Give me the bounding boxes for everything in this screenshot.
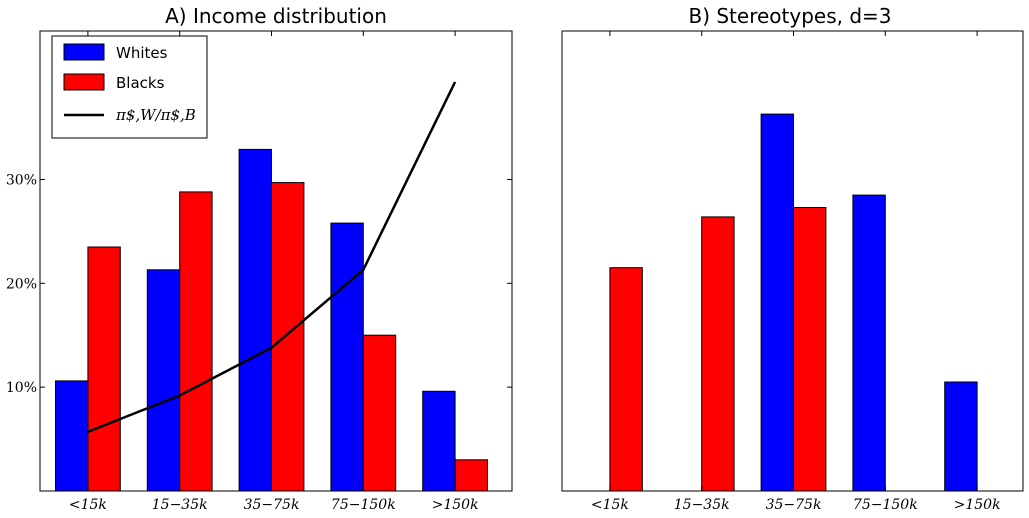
x-tick-label: <15k xyxy=(591,497,629,513)
bar-whites-2 xyxy=(760,113,794,492)
bar-whites-1 xyxy=(146,269,181,492)
bar-blacks-2 xyxy=(271,182,305,492)
bar-blacks-4 xyxy=(454,459,489,492)
x-tick-labels: <15k 15−35k 35−75k 75−150k >150k xyxy=(591,497,1001,513)
chart-title: B) Stereotypes, d=3 xyxy=(688,4,891,28)
bar-whites-2 xyxy=(238,148,273,492)
bar-whites-3 xyxy=(330,222,364,492)
x-tick-label: >150k xyxy=(954,497,1001,513)
bar-blacks-2 xyxy=(793,207,827,492)
bar-blacks-1 xyxy=(701,216,735,492)
bar-whites-4 xyxy=(944,381,978,492)
panel-income-distribution: A) Income distribution <15k 15−35k 35−75k 7… xyxy=(6,4,513,513)
chart-title: A) Income distribution xyxy=(165,4,387,28)
y-tick-label: 10% xyxy=(6,380,37,396)
bar-whites-4 xyxy=(422,390,456,492)
bars-group xyxy=(55,148,489,492)
bar-blacks-0 xyxy=(609,267,643,492)
ratio-line xyxy=(87,81,457,433)
axis-ticks xyxy=(40,31,512,491)
x-tick-label: >150k xyxy=(432,497,479,513)
plot-frame xyxy=(561,30,1024,492)
axis-ticks xyxy=(609,31,978,491)
bar-whites-3 xyxy=(852,194,886,492)
legend-swatch-whites xyxy=(63,43,105,61)
x-tick-label: 35−75k xyxy=(766,497,822,513)
plot-frame xyxy=(39,30,513,492)
y-tick-labels: 10% 20% 30% xyxy=(6,172,37,396)
legend-swatch-blacks xyxy=(63,73,105,91)
x-tick-label: 75−150k xyxy=(331,497,396,513)
x-tick-label: 75−150k xyxy=(853,497,918,513)
legend: Whites Blacks π$,W/π$,B xyxy=(51,35,208,139)
y-tick-label: 20% xyxy=(6,276,37,292)
x-tick-label: 15−35k xyxy=(152,497,208,513)
panel-stereotypes: B) Stereotypes, d=3 <15k 15−35k 35−75k 75−1… xyxy=(561,4,1024,513)
legend-label-ratio: π$,W/π$,B xyxy=(115,106,196,124)
bars-group xyxy=(609,113,978,492)
bar-whites-0 xyxy=(55,380,89,492)
x-tick-label: 35−75k xyxy=(244,497,300,513)
legend-label-blacks: Blacks xyxy=(116,74,165,92)
bar-blacks-0 xyxy=(87,246,121,492)
x-tick-label: <15k xyxy=(69,497,107,513)
bar-blacks-3 xyxy=(362,334,397,492)
x-tick-labels: <15k 15−35k 35−75k 75−150k >150k xyxy=(69,497,479,513)
y-tick-label: 30% xyxy=(6,172,37,188)
x-tick-label: 15−35k xyxy=(674,497,730,513)
bar-blacks-1 xyxy=(179,191,213,492)
legend-label-whites: Whites xyxy=(116,44,168,62)
